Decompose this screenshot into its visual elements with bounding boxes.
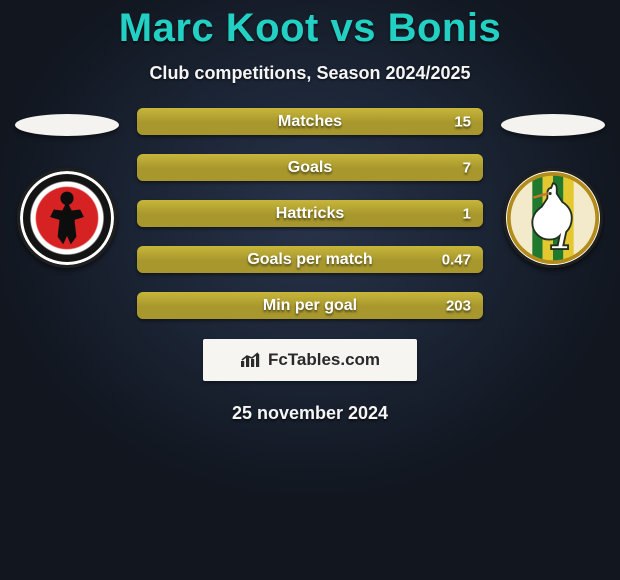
stat-label: Min per goal (263, 297, 357, 315)
player-shadow-left (15, 114, 119, 136)
left-player-column (7, 108, 127, 268)
club-crest-right (503, 168, 603, 268)
stat-value-right: 203 (446, 297, 471, 314)
stat-bar: Goals 7 (137, 154, 483, 181)
stat-value-right: 7 (463, 159, 471, 176)
stat-value-right: 0.47 (442, 251, 471, 268)
player-shadow-right (501, 114, 605, 136)
stat-label: Goals per match (247, 251, 372, 269)
stat-bar: Min per goal 203 (137, 292, 483, 319)
stat-bar: Hattricks 1 (137, 200, 483, 227)
stat-value-right: 1 (463, 205, 471, 222)
source-label: FcTables.com (268, 350, 380, 370)
stat-bar: Goals per match 0.47 (137, 246, 483, 273)
stat-label: Hattricks (276, 205, 344, 223)
infographic-card: Marc Koot vs Bonis Club competitions, Se… (0, 0, 620, 580)
subtitle: Club competitions, Season 2024/2025 (149, 63, 470, 84)
stat-label: Matches (278, 113, 342, 131)
crest-right-graphic (506, 171, 600, 265)
date-label: 25 november 2024 (232, 403, 388, 424)
stat-label: Goals (288, 159, 332, 177)
club-crest-left (17, 168, 117, 268)
stat-bars: Matches 15 Goals 7 Hattricks 1 Goals per match… (137, 108, 483, 319)
stat-value-right: 15 (454, 113, 471, 130)
right-player-column (493, 108, 613, 268)
bar-chart-icon (240, 351, 262, 369)
stat-bar: Matches 15 (137, 108, 483, 135)
headline: Marc Koot vs Bonis (119, 6, 501, 51)
source-badge[interactable]: FcTables.com (203, 339, 417, 381)
crest-left-figure (20, 171, 114, 265)
comparison-row: Matches 15 Goals 7 Hattricks 1 Goals per match… (0, 108, 620, 319)
